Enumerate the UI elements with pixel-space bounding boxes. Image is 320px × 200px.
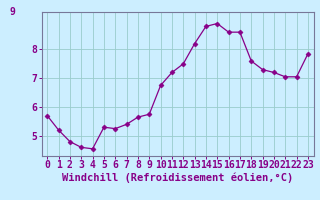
X-axis label: Windchill (Refroidissement éolien,°C): Windchill (Refroidissement éolien,°C) [62,173,293,183]
Text: 9: 9 [10,7,16,17]
